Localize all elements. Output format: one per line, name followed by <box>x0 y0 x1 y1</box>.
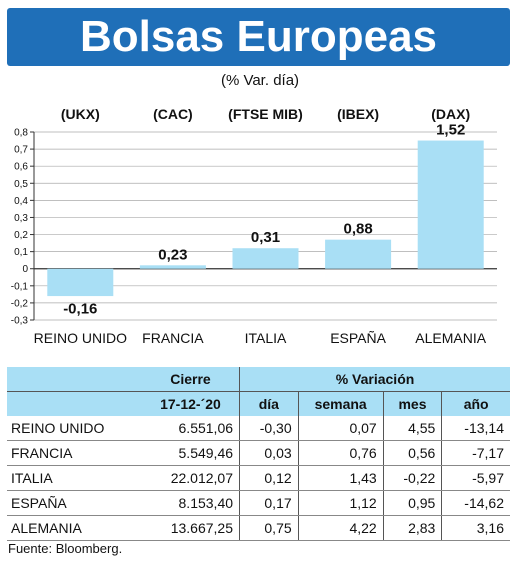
cell-anio: 3,16 <box>441 515 510 541</box>
data-label: 0,31 <box>251 229 280 246</box>
cell-semana: 4,22 <box>297 515 384 541</box>
y-tick-label: 0,3 <box>14 213 28 224</box>
bar <box>417 140 484 269</box>
cell-semana: 1,43 <box>297 465 384 491</box>
cell-anio: -14,62 <box>441 490 510 516</box>
bar-chart: 0,8 0,7 0,6 0,5 0,4 0,3 0,2 0,1 0 -0,1 -0,2 -0,3 (U… <box>11 106 497 346</box>
cell-anio: -13,14 <box>441 416 510 441</box>
data-label: 0,88 <box>343 221 372 238</box>
cell-name: ESPAÑA <box>7 490 142 516</box>
category-label: ESPAÑA <box>330 330 386 346</box>
bar <box>139 265 206 269</box>
table-row: ESPAÑA 8.153,40 0,17 1,12 0,95 -14,62 <box>7 490 510 516</box>
cell-name: FRANCIA <box>7 440 142 466</box>
category-label: FRANCIA <box>142 330 204 346</box>
data-label: 0,23 <box>158 246 187 263</box>
y-tick-label: 0,6 <box>14 162 28 173</box>
y-tick-label: 0,5 <box>14 179 28 190</box>
chart-bars <box>47 140 484 297</box>
y-tick-label: 0,1 <box>14 247 28 258</box>
category-label: ALEMANIA <box>415 330 486 346</box>
index-code: (IBEX) <box>337 106 379 122</box>
header-cierre: Cierre <box>141 367 240 392</box>
cell-name: ITALIA <box>7 465 142 491</box>
cell-dia: 0,75 <box>239 515 299 541</box>
bar <box>325 239 392 269</box>
cell-name: ALEMANIA <box>7 515 142 541</box>
table-row: ITALIA 22.012,07 0,12 1,43 -0,22 -5,97 <box>7 465 510 491</box>
cell-semana: 1,12 <box>297 490 384 516</box>
y-tick-label: 0,2 <box>14 230 28 241</box>
cell-cierre: 22.012,07 <box>141 465 240 491</box>
cell-mes: 4,55 <box>382 416 442 441</box>
cell-mes: 0,56 <box>382 440 442 466</box>
header-date: 17-12-´20 <box>141 391 240 416</box>
y-tick-label: -0,3 <box>11 316 29 327</box>
cell-anio: -7,17 <box>441 440 510 466</box>
cell-cierre: 13.667,25 <box>141 515 240 541</box>
category-label: ITALIA <box>245 330 287 346</box>
cell-dia: 0,12 <box>239 465 299 491</box>
bar <box>47 268 114 297</box>
cell-dia: 0,17 <box>239 490 299 516</box>
y-tick-label: 0,7 <box>14 145 28 156</box>
y-tick-label: 0,4 <box>14 196 28 207</box>
header-anio: año <box>441 391 510 416</box>
chart-subtitle: (% Var. día) <box>220 72 300 89</box>
header-dia: día <box>239 391 299 416</box>
y-tick-label: 0 <box>22 264 28 275</box>
header-empty <box>7 367 142 392</box>
cell-mes: 0,95 <box>382 490 442 516</box>
category-label: REINO UNIDO <box>34 330 127 346</box>
data-label: -0,16 <box>63 301 97 318</box>
index-code: (DAX) <box>431 106 470 122</box>
y-tick-label: -0,2 <box>11 298 29 309</box>
chart-labels: (UKX) REINO UNIDO -0,16 (CAC) FRANCIA 0,23 (FT… <box>34 106 487 346</box>
cell-cierre: 5.549,46 <box>141 440 240 466</box>
data-label: 1,52 <box>436 122 465 139</box>
table-row: ALEMANIA 13.667,25 0,75 4,22 2,83 3,16 <box>7 515 510 541</box>
header-mes: mes <box>382 391 442 416</box>
cell-name: REINO UNIDO <box>7 416 142 441</box>
quotes-table: Cierre % Variación 17-12-´20 día semana … <box>7 367 510 541</box>
cell-mes: -0,22 <box>382 465 442 491</box>
page-title: Bolsas Europeas <box>79 12 438 61</box>
index-code: (CAC) <box>153 106 193 122</box>
table-row: FRANCIA 5.549,46 0,03 0,76 0,56 -7,17 <box>7 440 510 466</box>
header-empty-2 <box>7 391 142 416</box>
cell-cierre: 6.551,06 <box>141 416 240 441</box>
header-variacion: % Variación <box>239 367 510 392</box>
bar <box>232 248 299 269</box>
chart-axes: 0,8 0,7 0,6 0,5 0,4 0,3 0,2 0,1 0 -0,1 -0,2 -0,3 <box>11 128 35 327</box>
y-tick-label: -0,1 <box>11 281 29 292</box>
cell-cierre: 8.153,40 <box>141 490 240 516</box>
cell-semana: 0,07 <box>297 416 384 441</box>
cell-mes: 2,83 <box>382 515 442 541</box>
cell-dia: 0,03 <box>239 440 299 466</box>
cell-anio: -5,97 <box>441 465 510 491</box>
header-semana: semana <box>297 391 384 416</box>
cell-semana: 0,76 <box>297 440 384 466</box>
cell-dia: -0,30 <box>239 416 299 441</box>
y-tick-label: 0,8 <box>14 128 28 139</box>
source-note: Fuente: Bloomberg. <box>8 541 123 556</box>
title-banner: Bolsas Europeas <box>7 8 510 66</box>
index-code: (FTSE MIB) <box>228 106 303 122</box>
index-code: (UKX) <box>61 106 100 122</box>
table-row: REINO UNIDO 6.551,06 -0,30 0,07 4,55 -13,14 <box>7 416 510 441</box>
